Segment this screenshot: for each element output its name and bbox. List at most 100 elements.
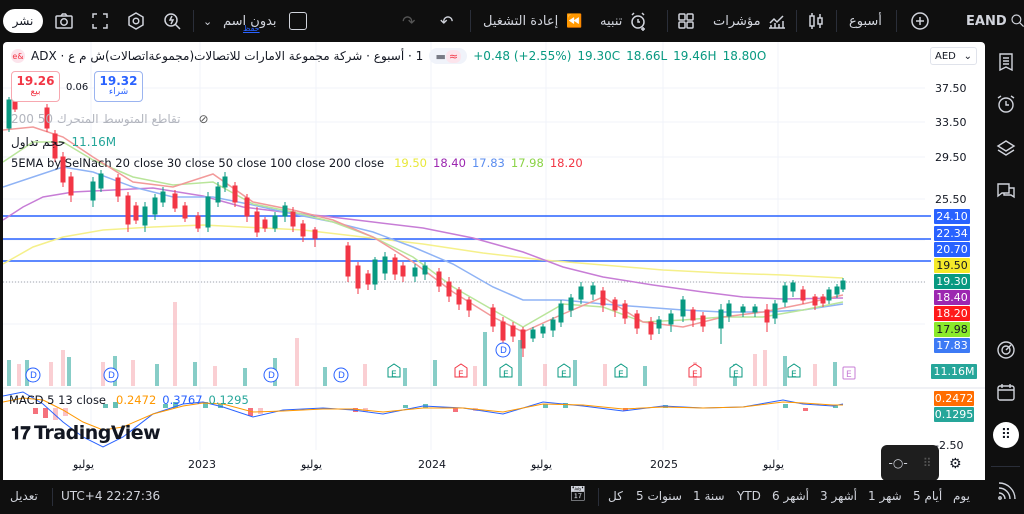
price-tick: 33.50 — [935, 116, 967, 129]
layouts-grid-icon[interactable] — [676, 0, 696, 42]
svg-text:E: E — [458, 370, 464, 380]
horizontal-levels — [3, 215, 931, 262]
sidebar-divider — [991, 466, 1020, 467]
layout-name[interactable]: بدون اسم — [223, 13, 277, 29]
range-1y[interactable]: 1 سنة — [693, 489, 725, 503]
ma-cross-label: تقاطع المتوسط المتحرك 50 200 — [11, 112, 181, 126]
interval-button[interactable]: أسبوع — [849, 13, 882, 29]
range-1m[interactable]: 1 شهر — [868, 489, 902, 503]
broadcast-icon[interactable] — [996, 482, 1016, 502]
drag-handle-icon[interactable]: ⠿ — [922, 456, 932, 470]
symbol-legend: e& 1 · أسبوع · شركة مجموعة الامارات للات… — [11, 48, 766, 64]
ema-legend[interactable]: 5EMA by SelNach 20 close 30 close 50 clo… — [11, 156, 583, 170]
symbol-title[interactable]: 1 · أسبوع · شركة مجموعة الامارات للاتصال… — [31, 49, 424, 63]
time-tick: 2025 — [650, 458, 678, 471]
high-value: 19.46H — [673, 49, 717, 63]
fullscreen-icon[interactable] — [90, 0, 110, 42]
time-tick: 2024 — [418, 458, 446, 471]
volume-legend[interactable]: حجم تداول 11.16M — [11, 135, 116, 149]
last-price-tag: 19.30 — [934, 274, 970, 289]
alert-label: تنبيه — [600, 13, 623, 29]
reset-scale-icon[interactable]: -○- — [888, 456, 908, 470]
earnings-marker: E — [387, 363, 401, 380]
search-icon — [1010, 13, 1024, 29]
range-6m[interactable]: 6 أشهر — [772, 489, 809, 503]
volume-label: حجم تداول — [11, 135, 66, 149]
chart-settings-gear-icon[interactable]: ⚙ — [949, 456, 962, 472]
ma-cross-legend[interactable]: تقاطع المتوسط المتحرك 50 200 ⊘ — [11, 112, 209, 126]
ema-value-30: 17.98 — [510, 156, 544, 170]
publish-button[interactable]: نشر — [3, 9, 43, 33]
alert-button[interactable]: تنبيه — [600, 0, 648, 42]
layout-dropdown-chevron-icon[interactable]: ⌄ — [203, 14, 213, 28]
low-value: 18.66L — [626, 49, 668, 63]
lightning-search-icon[interactable] — [162, 0, 182, 42]
symbol-search-button[interactable]: EAND — [966, 0, 1024, 42]
range-5y[interactable]: 5 سنوات — [636, 489, 682, 503]
indicators-chart-icon — [767, 11, 787, 31]
calendar-icon[interactable] — [996, 382, 1016, 402]
chart-panel[interactable]: D D D D D E E E E E E E E E — [3, 42, 985, 480]
chart-navigation-widget[interactable]: -○- ⠿ — [881, 445, 939, 480]
hidden-eye-icon[interactable]: ⊘ — [198, 112, 209, 126]
sell-label: بيع — [30, 87, 41, 98]
buy-button[interactable]: 19.32 شراء — [94, 71, 143, 102]
macd-hist-value: 0.1295 — [208, 393, 249, 407]
time-tick: يوليو — [301, 458, 323, 471]
calendar-arrow-icon[interactable]: 📅︎ — [569, 486, 587, 502]
svg-text:E: E — [791, 370, 797, 380]
dividend-marker: D — [25, 367, 41, 383]
radar-icon[interactable] — [996, 340, 1016, 360]
svg-text:D: D — [338, 371, 345, 381]
range-1d[interactable]: يوم — [953, 489, 970, 503]
time-tick: يوليو — [73, 458, 95, 471]
chevron-down-icon: ⌄ — [963, 50, 972, 62]
open-value: 18.80O — [722, 49, 767, 63]
chat-icon[interactable] — [996, 181, 1016, 201]
time-tick: يوليو — [763, 458, 785, 471]
spread-value: 0.06 — [66, 82, 89, 93]
macd-tick: -2.50 — [935, 439, 964, 452]
close-value: 19.30C — [577, 49, 621, 63]
camera-icon[interactable] — [54, 0, 74, 42]
dividend-marker: D — [103, 367, 119, 383]
change-value: +0.48 (+2.55%) — [473, 49, 572, 63]
sell-button[interactable]: 19.26 بيع — [11, 71, 60, 102]
top-toolbar: نشر ⌄ بدون اسم حفظ ↷ ↶ إعادة التشغيل ⏪ ت… — [0, 0, 1024, 42]
tradingview-logo[interactable]: 𝟏𝟕 TradingView — [11, 422, 161, 444]
candlestick-icon[interactable] — [806, 0, 826, 42]
layers-icon[interactable] — [996, 138, 1016, 158]
settings-icon[interactable] — [126, 0, 146, 42]
earnings-marker: E — [842, 366, 856, 380]
macd-legend[interactable]: MACD 5 13 close 0.2472 0.3767 0.1295 — [9, 393, 249, 407]
alarm-clock-icon[interactable] — [996, 94, 1016, 114]
range-5d[interactable]: 5 أيام — [913, 489, 943, 503]
legend-toggle-buttons[interactable]: ▬ ≈ — [429, 48, 468, 64]
range-3m[interactable]: 3 أشهر — [820, 489, 857, 503]
currency-selector[interactable]: AED ⌄ — [930, 47, 977, 65]
watchlist-icon[interactable] — [996, 52, 1016, 72]
earnings-marker: E — [787, 363, 801, 380]
svg-text:E: E — [391, 370, 397, 380]
ema-value-200: 19.50 — [394, 156, 428, 170]
indicators-button[interactable]: مؤشرات — [713, 0, 787, 42]
save-link[interactable]: حفظ — [243, 24, 260, 33]
range-ytd[interactable]: YTD — [737, 489, 761, 503]
plus-circle-icon[interactable] — [910, 0, 930, 42]
layout-checkbox[interactable] — [289, 0, 307, 42]
adjust-button[interactable]: تعديل — [10, 489, 38, 503]
undo-icon[interactable]: ↶ — [440, 11, 454, 31]
redo-icon[interactable]: ↷ — [402, 11, 416, 31]
svg-text:E: E — [692, 370, 698, 380]
earnings-marker: E — [729, 363, 743, 380]
buy-price: 19.32 — [99, 73, 138, 88]
ema-value-20: 18.20 — [549, 156, 583, 170]
replay-button[interactable]: إعادة التشغيل ⏪ — [483, 0, 582, 42]
macd-label: MACD 5 13 close — [9, 393, 107, 407]
ema-value-100: 18.40 — [433, 156, 466, 170]
range-all[interactable]: كل — [608, 489, 623, 503]
price-chart[interactable]: D D D D D E E E E E E E E E — [3, 42, 985, 480]
clock-display[interactable]: UTC+4 22:27:36 — [61, 489, 161, 503]
ema200-tag: 19.50 — [934, 258, 970, 273]
apps-grid-icon[interactable]: ⠿ — [993, 422, 1019, 448]
